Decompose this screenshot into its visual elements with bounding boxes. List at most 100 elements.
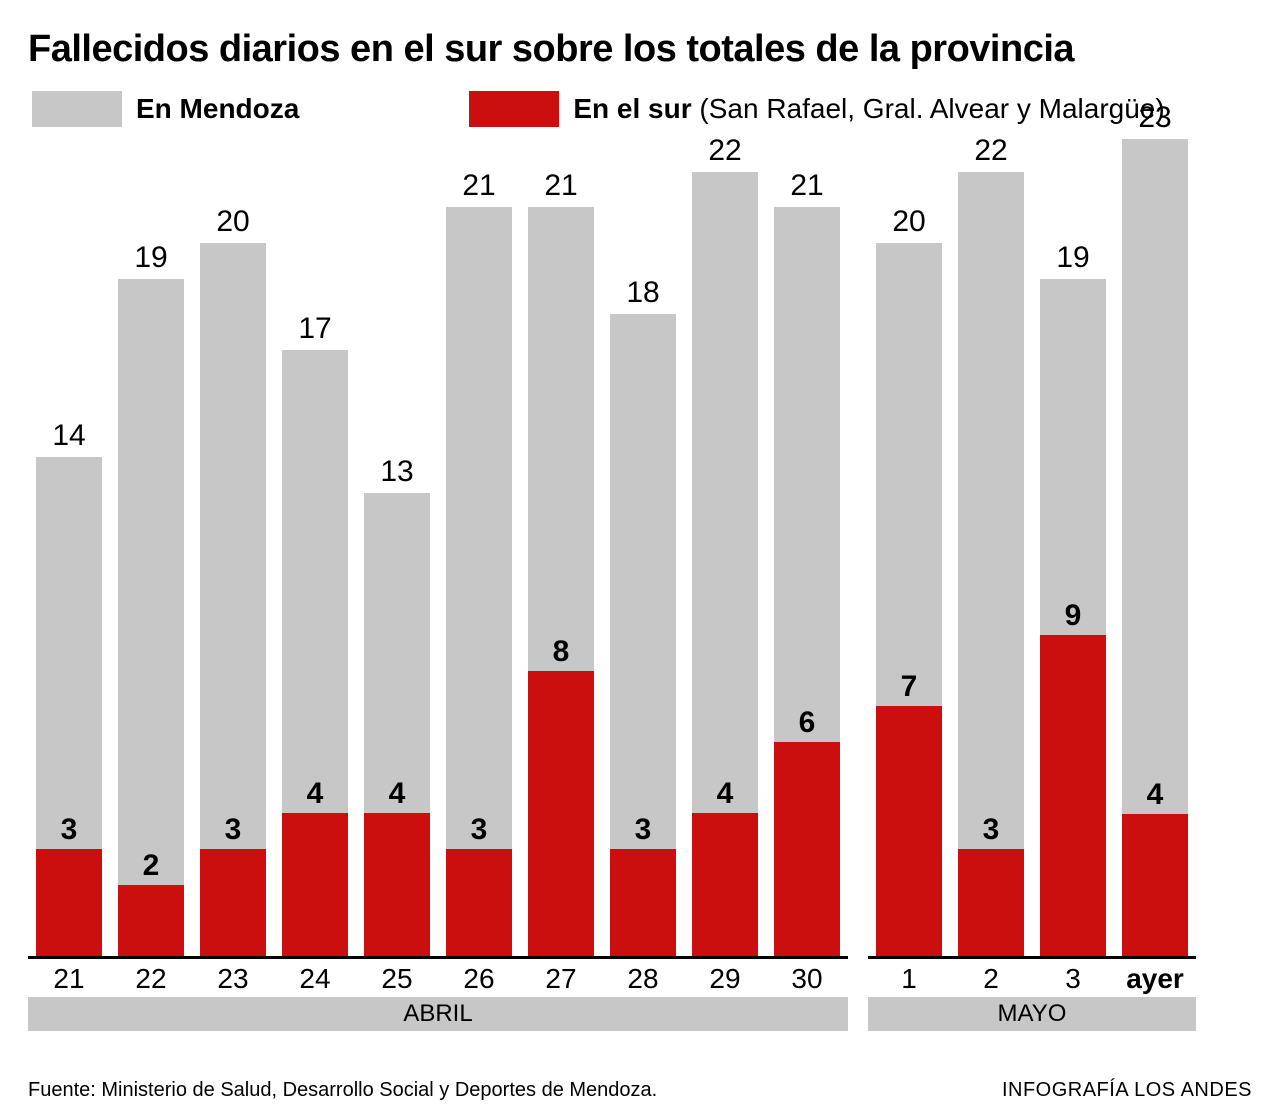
bar-stack: 223 <box>958 139 1024 956</box>
legend-label: En Mendoza <box>136 93 299 125</box>
x-tick-label: 24 <box>274 963 356 995</box>
x-tick-label: 26 <box>438 963 520 995</box>
x-tick-label: 1 <box>868 963 950 995</box>
bar-total-label: 23 <box>1122 101 1188 135</box>
bar-slot: 213 <box>438 139 520 956</box>
bar-stack: 17 4 <box>282 139 348 956</box>
bar-segment-total: 20 <box>876 243 942 706</box>
bar-segment-sur: 2 <box>118 885 184 956</box>
bar-segment-total: 22 <box>958 172 1024 849</box>
x-tick-label: 3 <box>1032 963 1114 995</box>
x-tick-label: 2 <box>950 963 1032 995</box>
bar-sur-label: 4 <box>1122 778 1188 812</box>
bar-slot: 134 <box>356 139 438 956</box>
bar-segment-sur: 3 <box>200 849 266 956</box>
bar-stack: 199 <box>1040 139 1106 956</box>
chart-title: Fallecidos diarios en el sur sobre los t… <box>28 28 1252 71</box>
bar-stack: 203 <box>200 139 266 956</box>
bar-sur-label: 3 <box>446 813 512 847</box>
bar-stack: 134 <box>364 139 430 956</box>
bar-slot: 216 <box>766 139 848 956</box>
legend-swatch <box>469 91 559 127</box>
bar-segment-total: 18 <box>610 314 676 849</box>
chart-area: 1431922031741342132181832242162122232425… <box>28 139 1252 1031</box>
bar-total-label: 19 <box>118 241 184 275</box>
bar-total-label: 22 <box>692 134 758 168</box>
bar-total-label: 22 <box>958 134 1024 168</box>
bar-sur-label: 6 <box>774 706 840 740</box>
bar-stack: 224 <box>692 139 758 956</box>
bar-segment-total: 21 <box>446 207 512 849</box>
bar-segment-total: 14 <box>36 457 102 849</box>
x-tick-label: 22 <box>110 963 192 995</box>
bar-segment-sur: 4 <box>364 813 430 956</box>
bar-segment-total: 13 <box>364 493 430 814</box>
bar-total-label: 14 <box>36 419 102 453</box>
bars-row: 207223199234 <box>868 139 1196 959</box>
bar-sur-label: 3 <box>958 813 1024 847</box>
bar-group: 1431922031741342132181832242162122232425… <box>28 139 848 1031</box>
bar-sur-label: 2 <box>118 849 184 883</box>
bar-stack: 207 <box>876 139 942 956</box>
bar-segment-total: 19 <box>118 279 184 885</box>
bar-sur-label: 7 <box>876 670 942 704</box>
bar-segment-sur: 4 <box>692 813 758 956</box>
bar-stack: 234 <box>1122 139 1188 956</box>
bar-slot: 203 <box>192 139 274 956</box>
bar-slot: 183 <box>602 139 684 956</box>
bar-segment-sur: 3 <box>610 849 676 956</box>
legend-item: En Mendoza <box>32 91 299 127</box>
bar-slot: 224 <box>684 139 766 956</box>
bar-stack: 183 <box>610 139 676 956</box>
credit-text: INFOGRAFÍA LOS ANDES <box>1002 1079 1252 1102</box>
bar-segment-sur: 3 <box>446 849 512 956</box>
bar-total-label: 21 <box>446 169 512 203</box>
bar-stack: 213 <box>446 139 512 956</box>
footer: Fuente: Ministerio de Salud, Desarrollo … <box>28 1079 1252 1102</box>
bar-segment-sur: 4 <box>1122 814 1188 956</box>
bar-segment-sur: 9 <box>1040 635 1106 956</box>
bar-total-label: 21 <box>774 169 840 203</box>
bar-segment-total: 23 <box>1122 139 1188 814</box>
bar-sur-label: 3 <box>200 813 266 847</box>
bar-segment-sur: 6 <box>774 742 840 956</box>
bar-total-label: 19 <box>1040 241 1106 275</box>
month-band: MAYO <box>868 997 1196 1031</box>
bar-sur-label: 4 <box>692 777 758 811</box>
bar-segment-sur: 7 <box>876 706 942 956</box>
x-tick-label: 28 <box>602 963 684 995</box>
bar-segment-total: 21 <box>528 207 594 670</box>
x-axis-labels: 21222324252627282930 <box>28 963 848 995</box>
bar-total-label: 18 <box>610 276 676 310</box>
bar-slot: 199 <box>1032 139 1114 956</box>
bar-segment-total: 20 <box>200 243 266 849</box>
bar-stack: 218 <box>528 139 594 956</box>
bar-sur-label: 4 <box>364 777 430 811</box>
bars-row: 143192203174134213218183224216 <box>28 139 848 959</box>
bar-total-label: 13 <box>364 455 430 489</box>
x-tick-label: 21 <box>28 963 110 995</box>
bar-slot: 192 <box>110 139 192 956</box>
bar-total-label: 17 <box>282 312 348 346</box>
bar-total-label: 20 <box>200 205 266 239</box>
bar-slot: 223 <box>950 139 1032 956</box>
x-tick-label: 25 <box>356 963 438 995</box>
bar-sur-label: 3 <box>36 813 102 847</box>
bar-slot: 143 <box>28 139 110 956</box>
bar-stack: 216 <box>774 139 840 956</box>
x-tick-label: 30 <box>766 963 848 995</box>
legend-swatch <box>32 91 122 127</box>
bar-segment-total: 21 <box>774 207 840 742</box>
bar-sur-label: 4 <box>282 777 348 811</box>
bar-slot: 207 <box>868 139 950 956</box>
x-axis-labels: 123ayer <box>868 963 1196 995</box>
legend-label: En el sur (San Rafael, Gral. Alvear y Ma… <box>573 93 1164 125</box>
legend: En Mendoza En el sur (San Rafael, Gral. A… <box>28 91 1252 127</box>
x-tick-label: 23 <box>192 963 274 995</box>
bar-segment-sur: 3 <box>36 849 102 956</box>
bar-slot: 218 <box>520 139 602 956</box>
month-band: ABRIL <box>28 997 848 1031</box>
source-text: Fuente: Ministerio de Salud, Desarrollo … <box>28 1079 657 1102</box>
bar-slot: 234 <box>1114 139 1196 956</box>
bar-segment-total: 19 <box>1040 279 1106 636</box>
